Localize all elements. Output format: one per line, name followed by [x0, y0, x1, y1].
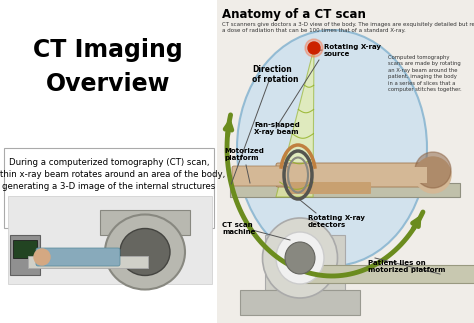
FancyBboxPatch shape: [217, 0, 474, 323]
Ellipse shape: [105, 214, 185, 289]
FancyBboxPatch shape: [240, 290, 360, 315]
FancyBboxPatch shape: [232, 166, 288, 186]
Polygon shape: [276, 48, 314, 197]
FancyBboxPatch shape: [305, 265, 474, 283]
FancyBboxPatch shape: [276, 163, 430, 187]
Circle shape: [415, 152, 451, 188]
Ellipse shape: [263, 218, 337, 298]
Text: a thin x-ray beam rotates around an area of the body,: a thin x-ray beam rotates around an area…: [0, 170, 226, 179]
Text: CT Imaging: CT Imaging: [33, 38, 183, 62]
Text: CT scan
machine: CT scan machine: [222, 222, 255, 235]
FancyBboxPatch shape: [230, 183, 460, 197]
Text: Rotating X-ray
source: Rotating X-ray source: [324, 44, 381, 57]
Ellipse shape: [276, 232, 324, 284]
Text: Computed tomography
scans are made by rotating
an X-ray beam around the
patient,: Computed tomography scans are made by ro…: [388, 55, 462, 92]
Circle shape: [34, 249, 50, 265]
Text: Anatomy of a CT scan: Anatomy of a CT scan: [222, 8, 366, 21]
Text: CT scanners give doctors a 3-D view of the body. The images are exquisitely deta: CT scanners give doctors a 3-D view of t…: [222, 22, 474, 33]
Text: Fan-shaped
X-ray beam: Fan-shaped X-ray beam: [254, 122, 300, 135]
FancyBboxPatch shape: [10, 235, 40, 275]
FancyBboxPatch shape: [413, 167, 427, 183]
FancyBboxPatch shape: [13, 240, 37, 258]
Ellipse shape: [237, 30, 427, 266]
Circle shape: [305, 39, 323, 57]
Ellipse shape: [120, 228, 170, 276]
FancyBboxPatch shape: [36, 248, 120, 266]
Circle shape: [308, 42, 320, 54]
FancyBboxPatch shape: [265, 235, 345, 290]
FancyBboxPatch shape: [100, 210, 190, 235]
FancyBboxPatch shape: [8, 196, 212, 284]
FancyBboxPatch shape: [0, 0, 217, 323]
Text: Rotating X-ray
detectors: Rotating X-ray detectors: [308, 215, 365, 228]
Text: Motorized
platform: Motorized platform: [224, 148, 264, 161]
Circle shape: [415, 157, 451, 193]
FancyBboxPatch shape: [289, 182, 371, 194]
FancyBboxPatch shape: [28, 256, 148, 268]
Text: Overview: Overview: [46, 72, 170, 96]
Text: During a computerized tomography (CT) scan,: During a computerized tomography (CT) sc…: [9, 158, 209, 167]
Ellipse shape: [285, 242, 315, 274]
Text: generating a 3-D image of the internal structures: generating a 3-D image of the internal s…: [2, 182, 216, 191]
FancyBboxPatch shape: [4, 148, 214, 228]
Text: Direction
of rotation: Direction of rotation: [252, 65, 299, 84]
Text: Patient lies on
motorized platform: Patient lies on motorized platform: [368, 260, 446, 273]
